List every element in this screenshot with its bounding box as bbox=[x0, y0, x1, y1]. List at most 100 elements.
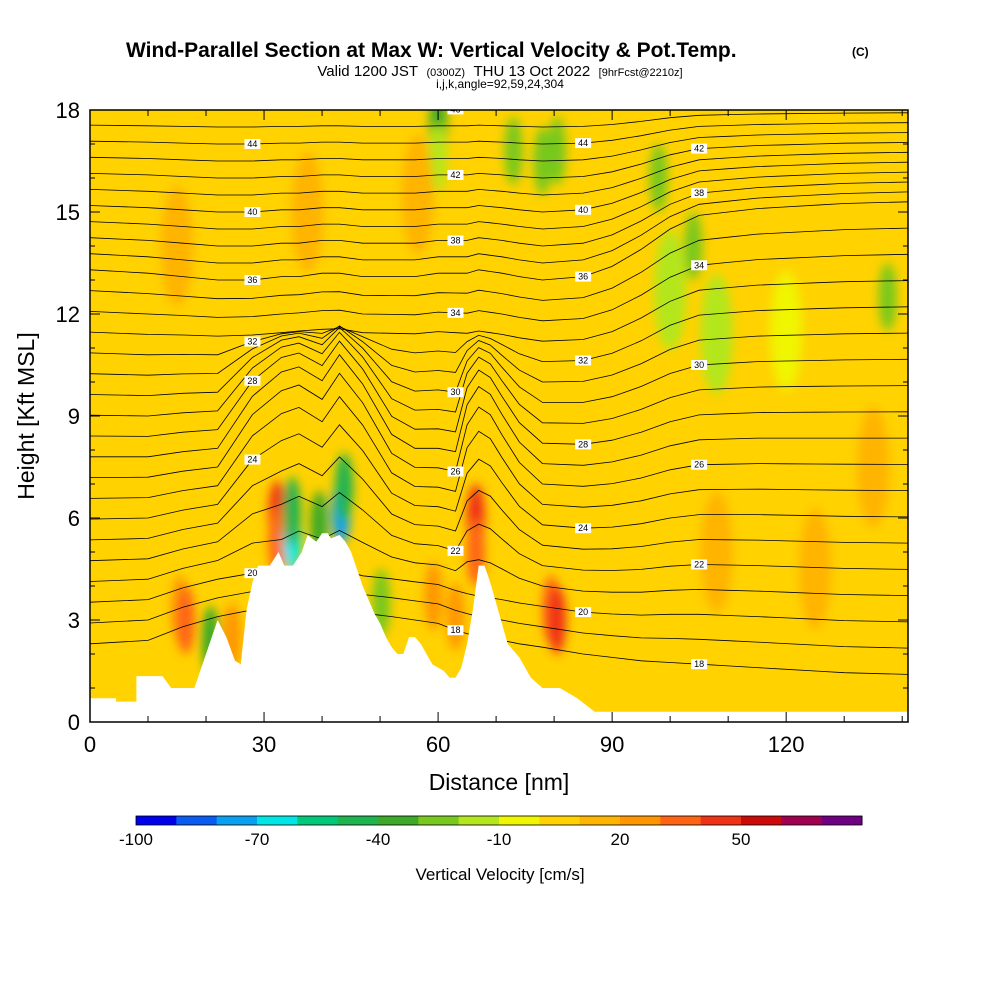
theta-contour-label: 38 bbox=[450, 235, 460, 245]
colorbar-swatch bbox=[539, 816, 581, 825]
theta-contour bbox=[90, 372, 908, 487]
theta-contour-label: 28 bbox=[247, 376, 257, 386]
theta-contour bbox=[90, 122, 908, 145]
x-axis-title: Distance [nm] bbox=[429, 769, 570, 795]
w-cell bbox=[424, 562, 443, 631]
theta-contour-label-box bbox=[447, 235, 464, 246]
w-cell bbox=[548, 586, 567, 654]
colorbar-swatch bbox=[297, 816, 339, 825]
theta-contour-label: 36 bbox=[247, 275, 257, 285]
theta-contour bbox=[90, 354, 908, 466]
valid-time-utc: (0300Z) bbox=[426, 67, 465, 79]
theta-contour-label-box bbox=[447, 307, 464, 318]
colorbar-tick-label: -10 bbox=[487, 830, 512, 849]
theta-contour bbox=[90, 132, 908, 162]
theta-contour-label-box bbox=[691, 459, 708, 470]
w-cell bbox=[291, 152, 324, 272]
colorbar-swatch bbox=[821, 816, 863, 825]
w-cell bbox=[857, 407, 890, 527]
y-tick-label: 3 bbox=[68, 608, 80, 633]
w-cell bbox=[161, 186, 194, 306]
theta-contour-label-box bbox=[447, 625, 464, 636]
colorbar-swatch bbox=[257, 816, 298, 825]
y-tick-label: 0 bbox=[68, 710, 80, 735]
section-indices: i,j,k,angle=92,59,24,304 bbox=[436, 77, 564, 91]
theta-contour bbox=[171, 110, 587, 111]
colorbar-swatch bbox=[136, 816, 177, 825]
theta-contour bbox=[90, 227, 908, 301]
theta-contour bbox=[90, 253, 908, 322]
theta-contour bbox=[90, 201, 908, 281]
colorbar-swatch bbox=[620, 816, 661, 825]
theta-contour bbox=[90, 340, 908, 445]
colorbar-swatch bbox=[418, 816, 460, 825]
vertical-velocity-colorbar: -100 -70 -40 -10 20 50 bbox=[119, 815, 863, 849]
theta-contour-label-box bbox=[244, 207, 261, 217]
y-tick-label: 6 bbox=[68, 506, 80, 531]
w-cell bbox=[878, 263, 897, 331]
x-axis: 0 30 60 90 120 bbox=[84, 110, 903, 757]
w-cell bbox=[446, 582, 465, 651]
theta-contour bbox=[90, 181, 908, 247]
x-tick-label: 90 bbox=[600, 732, 624, 757]
w-cell bbox=[282, 477, 301, 546]
x-tick-label: 30 bbox=[252, 732, 276, 757]
theta-contour bbox=[90, 325, 908, 383]
theta-contour-label-box bbox=[244, 375, 261, 386]
x-tick-label: 0 bbox=[84, 732, 96, 757]
valid-time-jst: Valid 1200 JST bbox=[317, 63, 418, 80]
theta-contour-label-box bbox=[691, 360, 708, 370]
theta-contour bbox=[90, 456, 908, 550]
theta-contour-label: 18 bbox=[450, 625, 460, 635]
colorbar-swatch bbox=[579, 816, 621, 825]
theta-contour-label-box bbox=[691, 659, 708, 670]
theta-contour-label-box bbox=[447, 545, 464, 556]
theta-contour-label: 24 bbox=[578, 523, 588, 533]
theta-contour-label-box bbox=[244, 275, 261, 285]
colorbar-swatch bbox=[176, 816, 218, 825]
w-cell bbox=[654, 230, 687, 351]
colorbar-tick-label: -70 bbox=[245, 830, 270, 849]
w-cell bbox=[268, 507, 287, 576]
theta-contour-label-box bbox=[244, 454, 261, 465]
theta-contour-label: 30 bbox=[450, 387, 460, 397]
theta-contour bbox=[90, 151, 908, 196]
theta-contour-label-box bbox=[575, 355, 592, 366]
w-cell bbox=[335, 453, 354, 522]
x-tick-label: 60 bbox=[426, 732, 450, 757]
theta-contour-label: 20 bbox=[578, 607, 588, 617]
colorbar-swatch bbox=[499, 816, 540, 825]
y-axis-title: Height [Kft MSL] bbox=[13, 332, 39, 499]
theta-contour-label-box bbox=[447, 466, 464, 477]
theta-contour-label: 40 bbox=[247, 207, 257, 217]
colorbar-swatch bbox=[458, 816, 500, 825]
colorbar-tick-label: -100 bbox=[119, 830, 153, 849]
w-cell bbox=[700, 274, 733, 395]
theta-contour-label: 24 bbox=[247, 455, 257, 465]
valid-date: THU 13 Oct 2022 bbox=[473, 63, 590, 80]
theta-contour-label-box bbox=[447, 110, 464, 115]
copyright-mark: (C) bbox=[852, 45, 869, 59]
theta-contour bbox=[90, 161, 908, 213]
w-cell bbox=[548, 116, 567, 185]
theta-contour-label-box bbox=[575, 138, 592, 149]
y-tick-label: 12 bbox=[56, 302, 80, 327]
theta-contour-label: 18 bbox=[694, 659, 704, 669]
colorbar-swatch bbox=[660, 816, 702, 825]
theta-contour-label-box bbox=[575, 607, 592, 618]
theta-contour-label-box bbox=[447, 387, 464, 398]
theta-contour bbox=[90, 331, 908, 424]
theta-contour-label-box bbox=[244, 139, 261, 149]
theta-contour-label: 22 bbox=[694, 559, 704, 569]
theta-contour-label-box bbox=[691, 559, 708, 570]
colorbar-tick-label: 20 bbox=[611, 830, 630, 849]
forecast-hour: [9hrFcst@2210z] bbox=[599, 67, 683, 79]
chart-header: Wind-Parallel Section at Max W: Vertical… bbox=[126, 39, 869, 91]
colorbar-swatch bbox=[781, 816, 823, 825]
theta-contour-label-box bbox=[691, 99, 707, 109]
theta-contour bbox=[90, 424, 908, 529]
theta-contour-label: 40 bbox=[578, 205, 588, 215]
theta-contour-label-box bbox=[244, 568, 261, 579]
theta-contour bbox=[90, 171, 908, 230]
